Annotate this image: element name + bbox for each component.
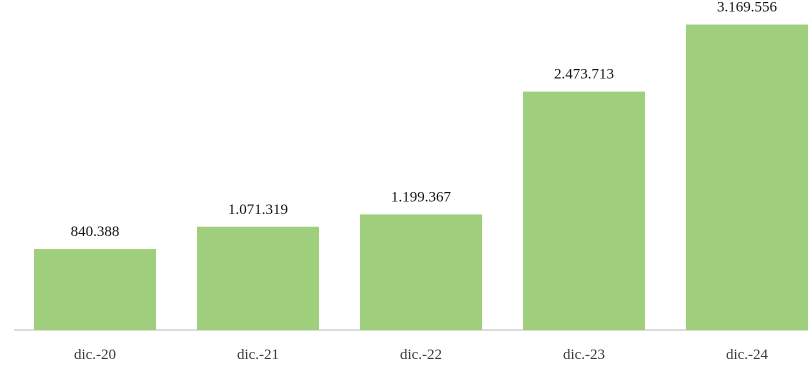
bar-5 — [686, 24, 808, 330]
data-label-2: 1.071.319 — [228, 202, 288, 218]
x-tick-label-2: dic.-21 — [237, 347, 279, 363]
bar-1 — [34, 249, 156, 330]
bar-4 — [523, 91, 645, 330]
data-label-1: 840.388 — [71, 224, 120, 240]
bar-3 — [360, 214, 482, 330]
x-tick-label-5: dic.-24 — [726, 347, 769, 363]
data-label-4: 2.473.713 — [554, 67, 614, 83]
data-label-3: 1.199.367 — [391, 189, 452, 205]
data-label-5: 3.169.556 — [717, 0, 778, 16]
x-tick-label-4: dic.-23 — [563, 347, 605, 363]
x-tick-label-3: dic.-22 — [400, 347, 442, 363]
bar-2 — [197, 226, 319, 330]
x-tick-label-1: dic.-20 — [74, 347, 116, 363]
